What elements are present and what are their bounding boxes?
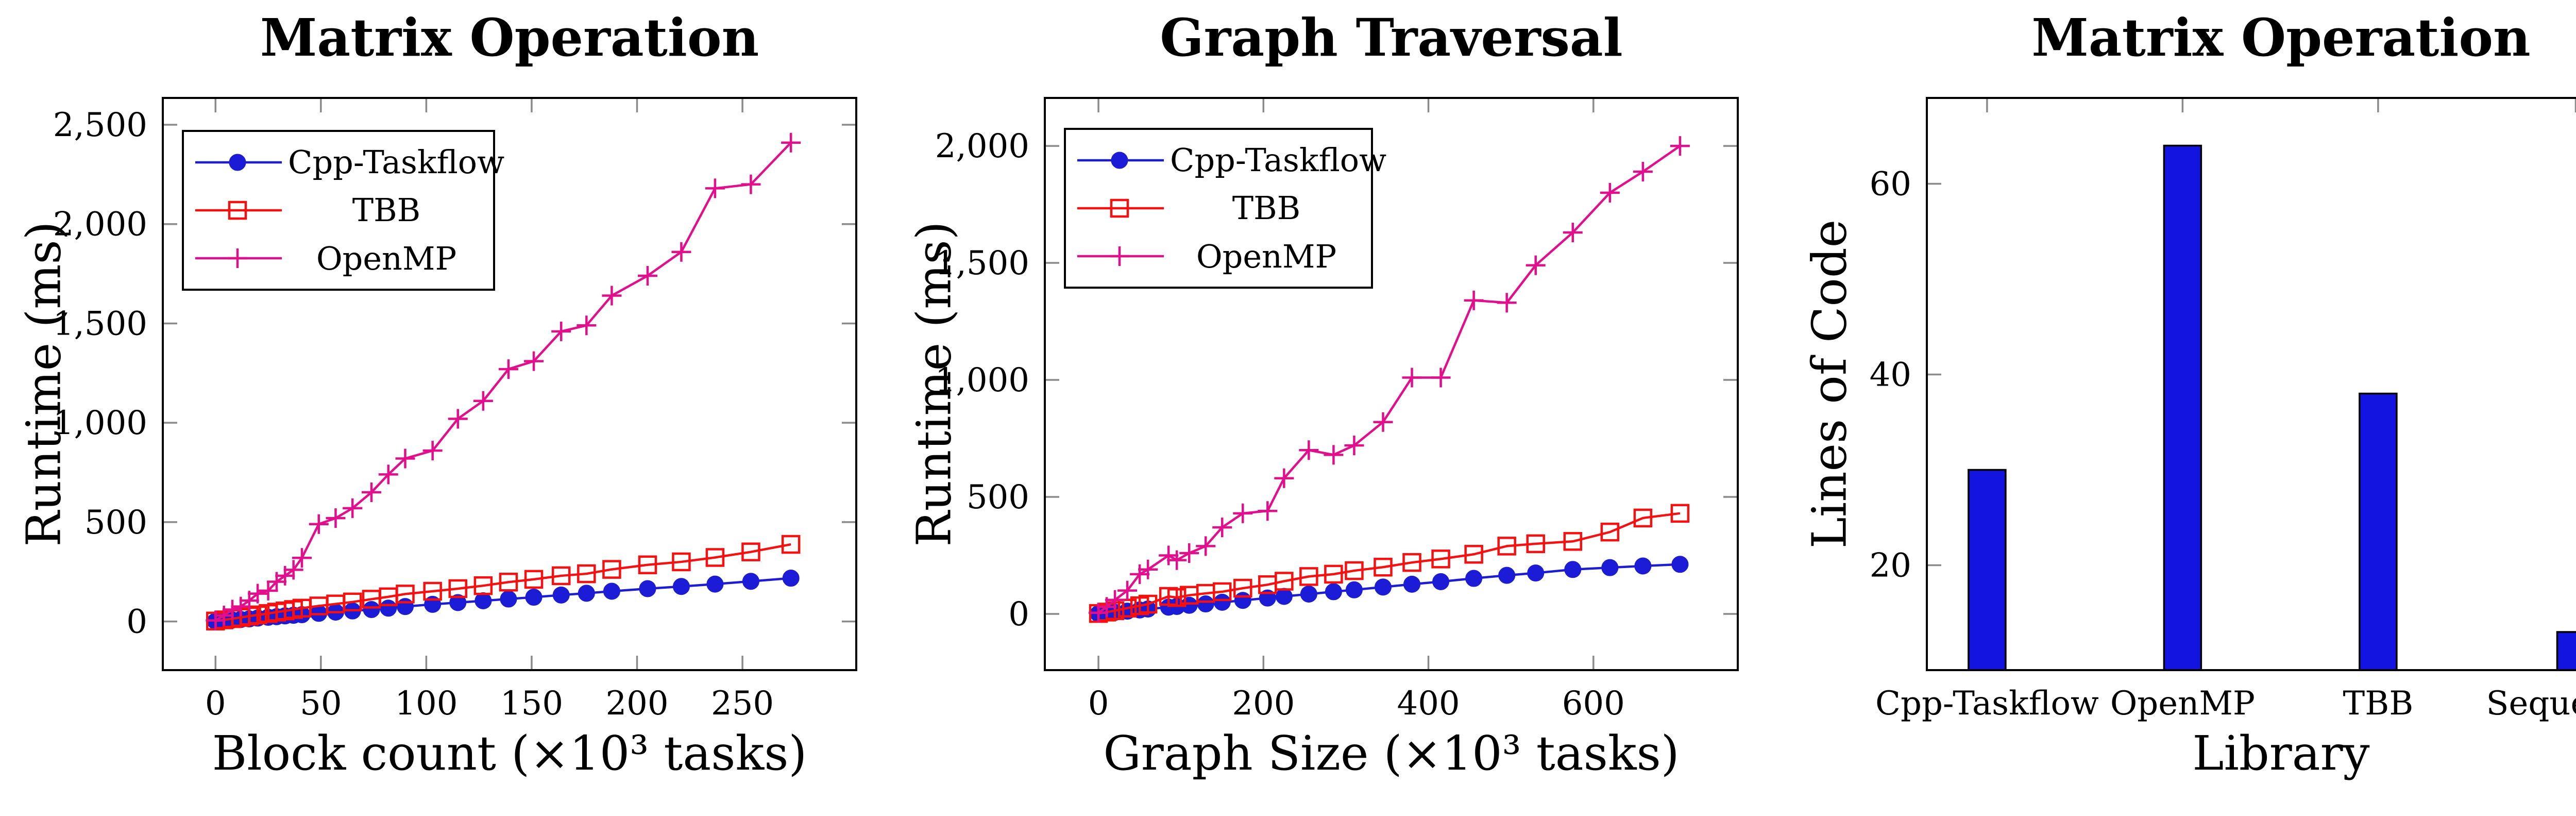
axis-frame bbox=[162, 97, 857, 671]
line-circle-marker-icon bbox=[195, 154, 282, 171]
series-OpenMP bbox=[1089, 136, 1690, 623]
line-chart-canvas: 0 200 400 600 0 500 1,000 1,500 2,000 bbox=[935, 97, 1739, 723]
legend-label: Cpp-Taskflow bbox=[1170, 141, 1387, 179]
legend-item-openmp: OpenMP bbox=[1074, 238, 1363, 275]
chart-title: Matrix Operation bbox=[260, 7, 759, 68]
graph-runtime-plot-area: 0 200 400 600 0 500 1,000 1,500 2,000 bbox=[935, 97, 1739, 723]
x-axis-label: Block count (×10³ tasks) bbox=[212, 726, 807, 781]
legend-item-cpp-taskflow: Cpp-Taskflow bbox=[192, 143, 504, 181]
line-plus-marker-icon bbox=[1077, 246, 1164, 267]
svg-text:20: 20 bbox=[1870, 547, 1911, 585]
tick-marks bbox=[163, 98, 856, 670]
legend-item-cpp-taskflow: Cpp-Taskflow bbox=[1074, 141, 1386, 179]
svg-text:2,000: 2,000 bbox=[53, 206, 147, 244]
svg-text:500: 500 bbox=[967, 478, 1029, 517]
svg-text:50: 50 bbox=[300, 685, 342, 723]
svg-text:250: 250 bbox=[711, 685, 774, 723]
y-axis-label: Lines of Code bbox=[1802, 219, 1857, 549]
x-axis-label: Library bbox=[2192, 726, 2370, 781]
line-plus-marker-icon bbox=[195, 248, 282, 269]
svg-text:1,500: 1,500 bbox=[53, 305, 147, 343]
svg-text:200: 200 bbox=[1232, 685, 1295, 723]
svg-text:150: 150 bbox=[500, 685, 563, 723]
legend-label: OpenMP bbox=[1196, 237, 1337, 275]
legend-item-openmp: OpenMP bbox=[192, 240, 485, 277]
svg-text:60: 60 bbox=[1870, 165, 1911, 204]
line-square-marker-icon bbox=[1077, 198, 1164, 218]
svg-text:100: 100 bbox=[395, 685, 457, 723]
svg-text:0: 0 bbox=[1008, 595, 1029, 634]
svg-text:200: 200 bbox=[605, 685, 668, 723]
series-TBB bbox=[1089, 504, 1690, 623]
tick-marks bbox=[1927, 98, 2576, 567]
chart-title: Matrix Operation bbox=[2031, 7, 2531, 68]
legend: Cpp-Taskflow TBB OpenMP bbox=[1064, 128, 1386, 289]
legend-item-tbb: TBB bbox=[1074, 189, 1363, 227]
svg-text:600: 600 bbox=[1562, 685, 1625, 723]
svg-text:Cpp-Taskflow: Cpp-Taskflow bbox=[1875, 685, 2099, 723]
bar-chart-canvas: 20 40 60 Cpp-Taskflow OpenMP TBB Sequential bbox=[1870, 97, 2576, 723]
svg-text:1,000: 1,000 bbox=[53, 404, 147, 442]
series-TBB bbox=[206, 535, 801, 631]
svg-text:2,500: 2,500 bbox=[53, 106, 147, 144]
x-axis-label: Graph Size (×10³ tasks) bbox=[1103, 726, 1680, 781]
svg-text:Sequential: Sequential bbox=[2486, 685, 2576, 723]
legend: Cpp-Taskflow TBB OpenMP bbox=[182, 130, 504, 291]
bar-Sequential bbox=[2556, 631, 2576, 671]
line-square-marker-icon bbox=[195, 201, 282, 220]
svg-text:TBB: TBB bbox=[2343, 685, 2414, 723]
panel-matrix-runtime: 0 50 100 150 200 250 0 500 1,000 1,500 2,000 2,500 … bbox=[0, 0, 898, 816]
svg-text:OpenMP: OpenMP bbox=[2110, 685, 2255, 723]
svg-text:0: 0 bbox=[1088, 685, 1109, 723]
series-OpenMP bbox=[206, 132, 801, 630]
y-axis-label: Runtime (ms) bbox=[906, 221, 962, 547]
line-chart-canvas: 0 50 100 150 200 250 0 500 1,000 1,500 2,000 2,500 bbox=[53, 97, 857, 723]
svg-text:2,000: 2,000 bbox=[935, 127, 1029, 165]
svg-text:0: 0 bbox=[126, 603, 147, 641]
panel-matrix-loc: 20 40 60 Cpp-Taskflow OpenMP TBB Sequential Ma… bbox=[1796, 0, 2576, 816]
axis-frame bbox=[1044, 97, 1739, 671]
svg-text:0: 0 bbox=[205, 685, 226, 723]
svg-text:1,000: 1,000 bbox=[935, 361, 1029, 399]
chart-title: Graph Traversal bbox=[1160, 7, 1623, 68]
matrix-runtime-plot-area: 0 50 100 150 200 250 0 500 1,000 1,500 2,000 2,500 bbox=[53, 97, 857, 723]
line-circle-marker-icon bbox=[1077, 152, 1164, 169]
bar-TBB bbox=[2359, 392, 2398, 671]
y-axis-label: Runtime (ms) bbox=[16, 221, 72, 547]
svg-text:500: 500 bbox=[84, 504, 147, 542]
tick-marks bbox=[1045, 98, 1738, 670]
legend-label: OpenMP bbox=[316, 239, 457, 277]
panel-graph-runtime: 0 200 400 600 0 500 1,000 1,500 2,000 Graph Trav… bbox=[898, 0, 1796, 816]
svg-text:1,500: 1,500 bbox=[935, 244, 1029, 282]
legend-label: Cpp-Taskflow bbox=[288, 143, 505, 181]
matrix-loc-plot-area: 20 40 60 Cpp-Taskflow OpenMP TBB Sequential bbox=[1870, 97, 2576, 723]
bar-OpenMP bbox=[2163, 144, 2202, 671]
legend-item-tbb: TBB bbox=[192, 191, 485, 229]
axis-frame bbox=[1926, 97, 2576, 671]
svg-text:40: 40 bbox=[1870, 356, 1911, 394]
legend-label: TBB bbox=[352, 191, 421, 229]
legend-label: TBB bbox=[1232, 189, 1301, 227]
svg-text:400: 400 bbox=[1397, 685, 1460, 723]
bar-Cpp-Taskflow bbox=[1968, 469, 2007, 671]
